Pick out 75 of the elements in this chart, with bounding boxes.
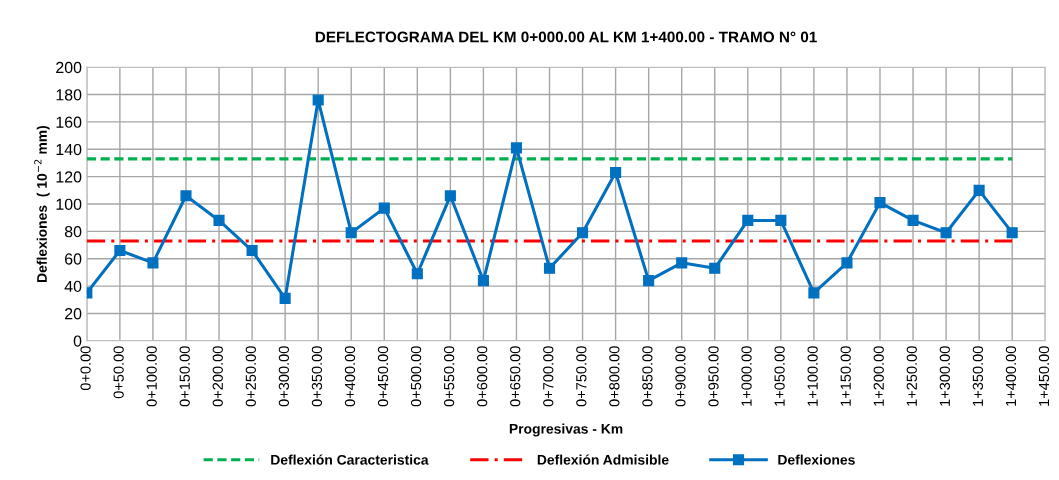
point — [874, 197, 886, 209]
x-tick-label: 0+50.00 — [113, 346, 124, 399]
x-tick-label: 0+300.00 — [278, 346, 290, 407]
x-tick-label: 0+950.00 — [708, 346, 719, 407]
point — [147, 257, 159, 269]
chart-title: DEFLECTOGRAMA DEL KM 0+000.00 AL KM 1+400.00 - TRAMO N° 01 — [315, 31, 817, 43]
x-tick-label: 0+450.00 — [377, 346, 389, 407]
point — [378, 202, 390, 214]
point — [510, 142, 523, 154]
legend-label: Deflexiones — [778, 454, 855, 465]
legend-label: Deflexión Admisible — [537, 454, 669, 465]
point — [808, 287, 820, 299]
point — [345, 227, 357, 239]
point — [577, 227, 589, 239]
point — [543, 262, 556, 274]
point — [676, 257, 688, 269]
x-tick-label: 1+050.00 — [774, 346, 785, 406]
x-axis-title: Progresivas - Km — [509, 423, 623, 437]
x-tick-label: 1+000.00 — [741, 346, 752, 406]
x-tick-label: 0+350.00 — [311, 346, 323, 407]
y-tick-label: 200 — [56, 61, 82, 74]
legend-label: Deflexión Caracteristica — [271, 454, 429, 465]
x-tick-label: 1+250.00 — [906, 346, 917, 406]
x-tick-label: 0+150.00 — [179, 346, 190, 407]
x-tick-label: 0+850.00 — [642, 346, 653, 407]
x-tick-label: 1+350.00 — [972, 346, 984, 406]
point — [279, 292, 291, 304]
x-tick-label: 0+250.00 — [245, 346, 256, 407]
x-tick-label: 1+400.00 — [1005, 346, 1017, 406]
x-tick-label: 1+300.00 — [939, 346, 950, 406]
point — [477, 275, 489, 287]
point — [1006, 227, 1018, 239]
point — [610, 166, 622, 179]
x-tick-label: 0+650.00 — [510, 346, 521, 407]
x-tick-label: 1+150.00 — [840, 346, 851, 406]
point — [742, 214, 754, 226]
x-tick-label: 0+200.00 — [212, 346, 223, 407]
x-tick-label: 0+750.00 — [576, 346, 587, 407]
point — [213, 214, 225, 226]
point — [444, 190, 456, 202]
y-tick-label: 40 — [64, 280, 82, 293]
x-tick-label: 0+100.00 — [146, 346, 157, 407]
point — [180, 190, 192, 202]
x-tick-label: 1+450.00 — [1038, 346, 1050, 406]
y-tick-label: 120 — [56, 171, 82, 183]
x-tick-label: 0+800.00 — [609, 346, 620, 407]
point — [246, 244, 258, 257]
y-tick-label: 140 — [56, 143, 82, 156]
y-tick-label: 80 — [64, 225, 82, 238]
y-axis-title: Deflexiones ( 10$^{−2}$ mm) — [34, 125, 50, 282]
x-tick-label: 0+500.00 — [410, 346, 422, 407]
point — [973, 184, 985, 196]
point — [411, 268, 423, 280]
point — [775, 214, 787, 226]
point — [841, 257, 853, 269]
point — [312, 94, 324, 106]
x-tick-label: 0+400.00 — [344, 346, 356, 407]
x-tick-label: 1+200.00 — [873, 346, 884, 406]
y-tick-label: 180 — [56, 89, 82, 101]
x-tick-label: 0+550.00 — [443, 346, 455, 407]
x-tick-label: 0+900.00 — [675, 346, 686, 407]
y-tick-label: 60 — [65, 253, 82, 265]
x-tick-label: 0+700.00 — [543, 346, 554, 407]
x-tick-label: 0+0.00 — [80, 346, 91, 391]
point — [709, 262, 721, 274]
point — [907, 214, 919, 226]
x-tick-label: 0+600.00 — [477, 346, 488, 407]
point — [643, 275, 655, 287]
x-tick-label: 1+100.00 — [807, 346, 818, 406]
y-tick-label: 0 — [73, 335, 82, 347]
point — [940, 227, 952, 239]
y-tick-label: 20 — [65, 308, 82, 320]
point — [114, 244, 126, 257]
y-tick-label: 160 — [56, 116, 82, 128]
y-tick-label: 100 — [56, 198, 82, 210]
